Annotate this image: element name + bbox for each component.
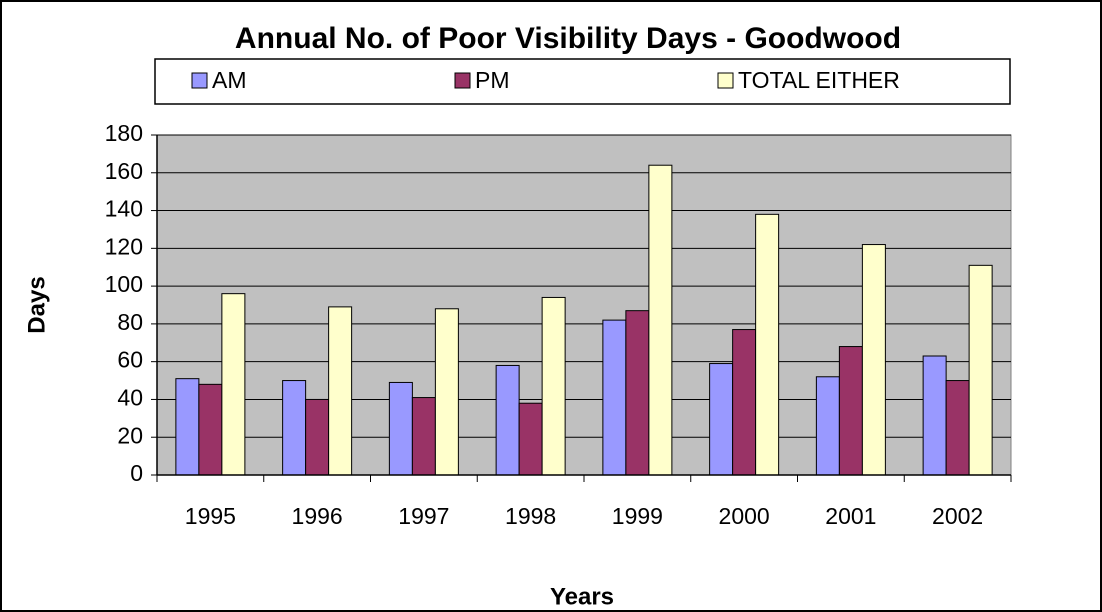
bar: [328, 306, 353, 476]
bar: [434, 308, 459, 476]
bar: [221, 293, 246, 476]
bar: [625, 310, 650, 476]
y-tick-label: 0: [130, 460, 143, 486]
bar: [305, 398, 330, 476]
bar: [755, 213, 780, 476]
y-tick-label: 80: [117, 309, 143, 335]
chart-title: Annual No. of Poor Visibility Days - Goo…: [235, 22, 901, 55]
bar: [968, 264, 993, 476]
bar: [175, 378, 200, 476]
bar: [198, 383, 223, 476]
x-axis-label: Years: [550, 583, 614, 610]
y-axis-label: Days: [23, 276, 50, 333]
y-tick-label: 180: [105, 120, 143, 146]
bar: [541, 296, 566, 476]
legend-label: PM: [475, 67, 510, 93]
bar: [815, 376, 840, 476]
x-tick-label: 1999: [612, 503, 663, 529]
x-tick-label: 1996: [292, 503, 343, 529]
y-tick-label: 40: [117, 385, 143, 411]
y-tick-label: 20: [117, 422, 143, 448]
x-tick-label: 2001: [825, 503, 876, 529]
legend: [154, 58, 1011, 105]
bar: [709, 363, 734, 476]
bar: [861, 244, 886, 476]
bar: [838, 346, 863, 476]
bar: [411, 397, 436, 476]
legend-label: TOTAL EITHER: [738, 67, 900, 93]
bar: [648, 164, 673, 476]
legend-label: AM: [212, 67, 247, 93]
x-tick-label: 1997: [398, 503, 449, 529]
x-tick-label: 2002: [932, 503, 983, 529]
bar: [495, 364, 520, 476]
legend-swatch: [717, 72, 734, 89]
bar: [282, 380, 307, 476]
y-tick-label: 160: [105, 158, 143, 184]
y-tick-label: 60: [117, 347, 143, 373]
bar: [388, 381, 413, 476]
bar: [922, 355, 947, 476]
x-tick-label: 1998: [505, 503, 556, 529]
y-tick-label: 120: [105, 233, 143, 259]
legend-swatch: [191, 72, 208, 89]
x-tick-label: 2000: [719, 503, 770, 529]
bar: [518, 402, 543, 476]
y-tick-label: 140: [105, 196, 143, 222]
bar: [602, 319, 627, 476]
x-tick-label: 1995: [185, 503, 236, 529]
y-tick-label: 100: [105, 271, 143, 297]
bar: [732, 329, 757, 476]
bar: [945, 380, 970, 476]
legend-swatch: [454, 72, 471, 89]
